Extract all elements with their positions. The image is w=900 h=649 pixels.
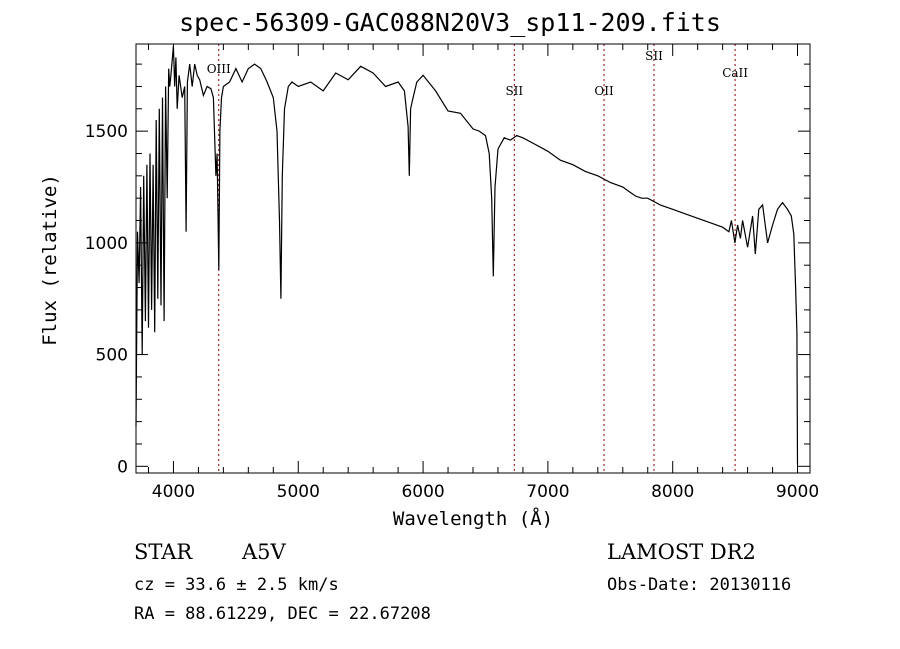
line-marker-label: OII [594,84,614,98]
survey-name: LAMOST DR2 [607,540,756,564]
x-tick-label: 9000 [776,482,819,502]
coordinates: RA = 88.61229, DEC = 22.67208 [134,604,431,624]
line-marker-label: SII [645,49,663,63]
line-marker-label: OIII [207,62,231,76]
axes: 4000 5000 6000 7000 8000 9000 0 500 1000 1500 [85,44,819,502]
x-tick-label: 4000 [152,482,195,502]
x-tick-label: 7000 [526,482,569,502]
x-tick-label: 5000 [277,482,320,502]
object-subclass: A5V [242,540,286,564]
x-axis-label: Wavelength (Å) [392,508,554,530]
y-tick-label: 1500 [85,122,128,142]
y-tick-label: 1000 [85,234,128,254]
spectrum-line [135,46,799,465]
observation-date: Obs-Date: 20130116 [607,575,792,595]
line-markers: OIII SII OII SII CaII [207,44,748,473]
x-tick-label: 8000 [651,482,694,502]
spectrum-series [135,46,799,465]
x-tick-label: 6000 [401,482,444,502]
y-tick-label: 500 [96,346,128,366]
plot-frame [135,43,811,474]
y-axis-label: Flux (relative) [39,174,61,346]
chart-title: spec-56309-GAC088N20V3_sp11-209.fits [179,8,721,37]
object-class: STAR [134,540,193,564]
line-marker-label: SII [505,84,523,98]
line-marker-label: CaII [722,66,748,80]
redshift-cz: cz = 33.6 ± 2.5 km/s [134,575,339,595]
y-tick-label: 0 [117,457,128,477]
